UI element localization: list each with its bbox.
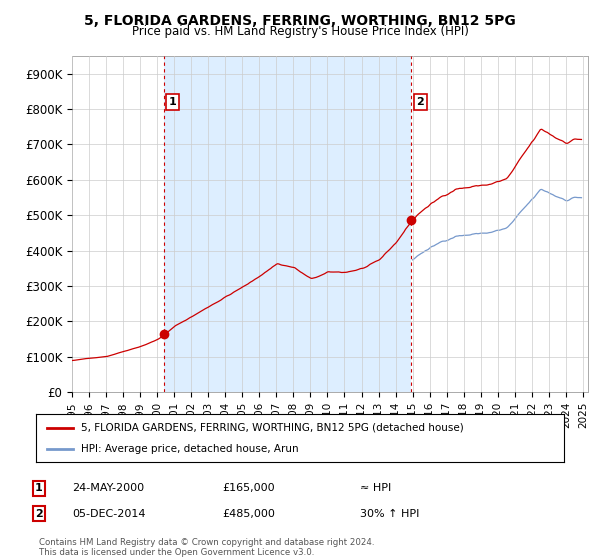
Text: 30% ↑ HPI: 30% ↑ HPI (360, 508, 419, 519)
Text: Contains HM Land Registry data © Crown copyright and database right 2024.
This d: Contains HM Land Registry data © Crown c… (39, 538, 374, 557)
Text: ≈ HPI: ≈ HPI (360, 483, 391, 493)
Text: 5, FLORIDA GARDENS, FERRING, WORTHING, BN12 5PG (detached house): 5, FLORIDA GARDENS, FERRING, WORTHING, B… (81, 423, 464, 433)
Text: 1: 1 (35, 483, 43, 493)
Text: Price paid vs. HM Land Registry's House Price Index (HPI): Price paid vs. HM Land Registry's House … (131, 25, 469, 38)
Text: £485,000: £485,000 (222, 508, 275, 519)
Text: £165,000: £165,000 (222, 483, 275, 493)
Text: 05-DEC-2014: 05-DEC-2014 (72, 508, 146, 519)
Text: 5, FLORIDA GARDENS, FERRING, WORTHING, BN12 5PG: 5, FLORIDA GARDENS, FERRING, WORTHING, B… (84, 14, 516, 28)
Text: HPI: Average price, detached house, Arun: HPI: Average price, detached house, Arun (81, 444, 299, 454)
Text: 24-MAY-2000: 24-MAY-2000 (72, 483, 144, 493)
Bar (164, 56, 411, 392)
Text: 2: 2 (416, 97, 424, 107)
Text: 1: 1 (169, 97, 176, 107)
Text: 2: 2 (35, 508, 43, 519)
